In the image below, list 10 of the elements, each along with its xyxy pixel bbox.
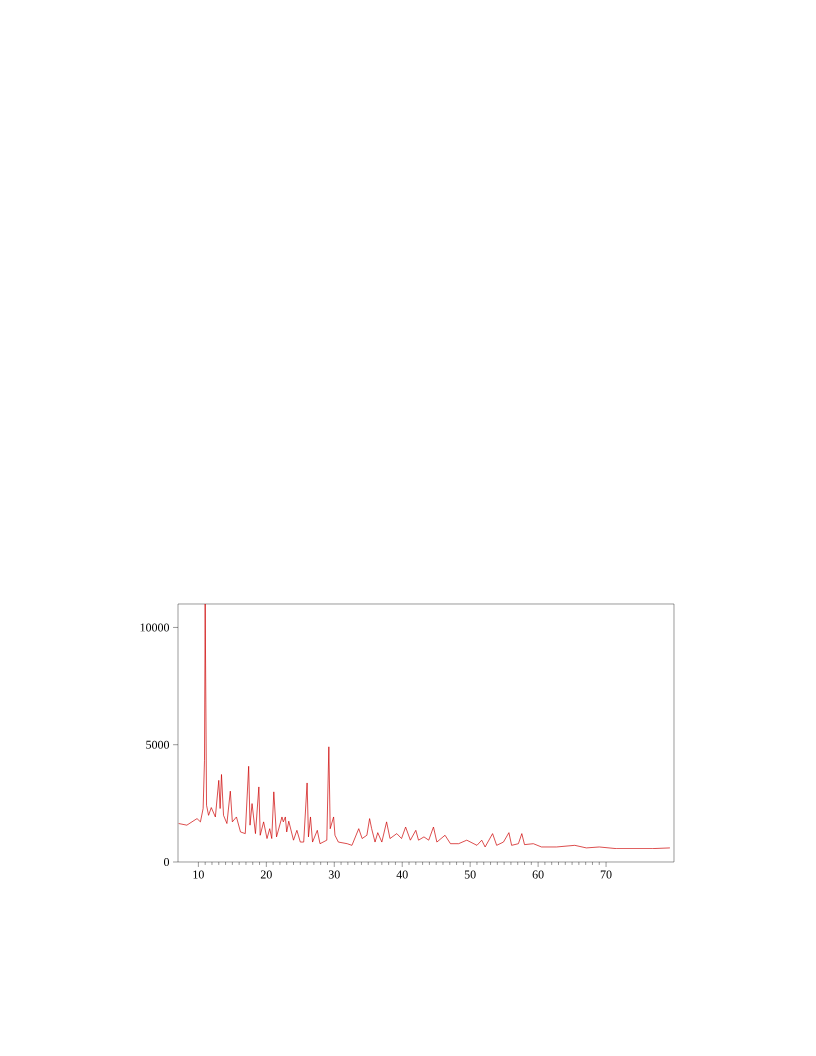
x-tick-label: 40 xyxy=(396,870,408,879)
y-tick-label: 5000 xyxy=(146,740,170,749)
x-tick-label: 50 xyxy=(464,870,476,879)
x-tick-label: 70 xyxy=(600,870,612,879)
x-tick-label: 30 xyxy=(328,870,340,879)
y-tick-label: 10000 xyxy=(140,623,170,632)
x-tick-label: 60 xyxy=(532,870,544,879)
x-tick-label: 10 xyxy=(193,870,204,879)
y-tick-label: 0 xyxy=(163,857,170,867)
x-tick-label: 20 xyxy=(260,870,272,879)
